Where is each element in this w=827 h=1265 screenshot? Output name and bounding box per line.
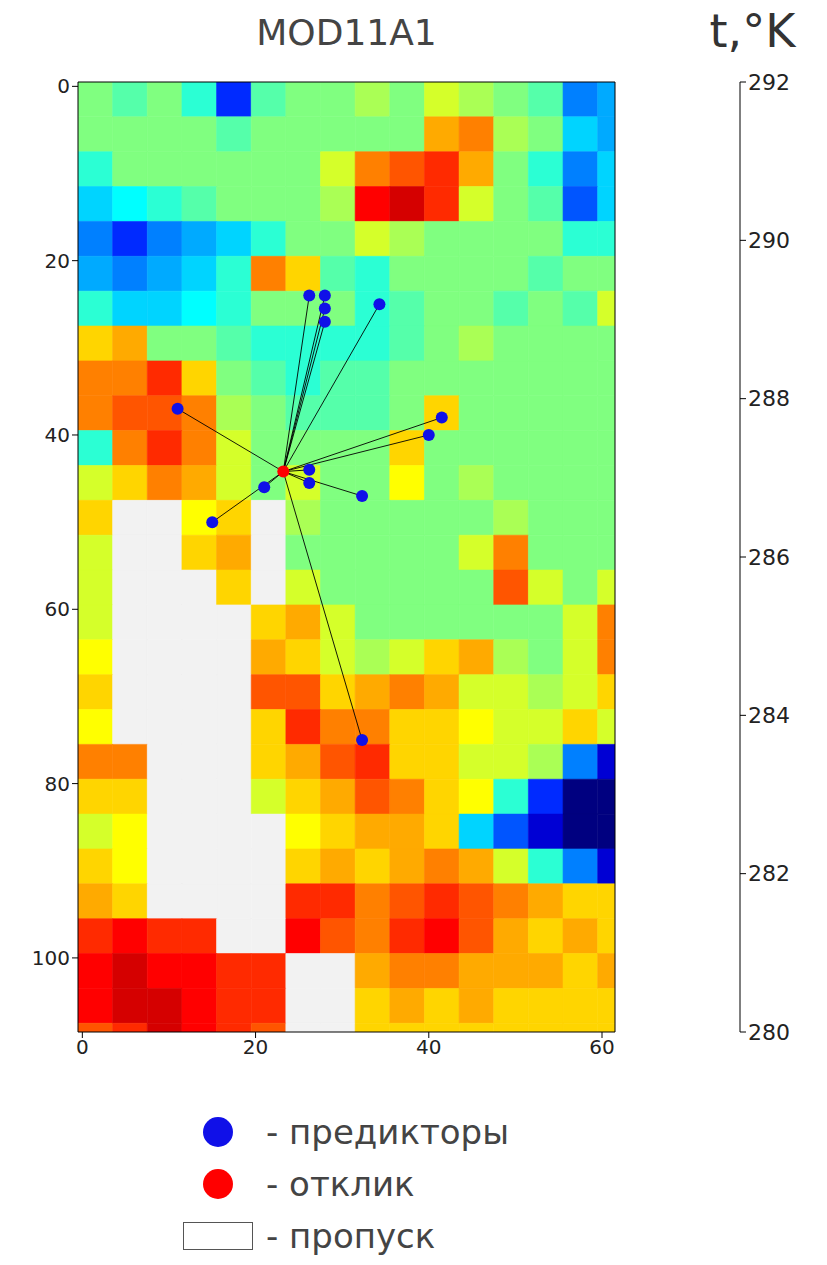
svg-text:286: 286 <box>748 545 790 570</box>
svg-text:20: 20 <box>45 249 70 273</box>
svg-text:60: 60 <box>45 597 70 621</box>
svg-text:40: 40 <box>45 423 70 447</box>
html-text:- отклик: - отклик <box>266 1164 415 1204</box>
svg-text:282: 282 <box>748 861 790 886</box>
html-text:- пропуск: - пропуск <box>266 1216 436 1256</box>
svg-text:280: 280 <box>748 1020 790 1045</box>
html-text:MOD11A1: MOD11A1 <box>256 12 437 53</box>
html-text:- предикторы: - предикторы <box>266 1112 509 1152</box>
svg-text:100: 100 <box>32 946 70 970</box>
svg-text:290: 290 <box>748 228 790 253</box>
svg-text:0: 0 <box>57 74 70 98</box>
svg-text:40: 40 <box>416 1035 441 1059</box>
svg-text:20: 20 <box>243 1035 268 1059</box>
svg-text:60: 60 <box>589 1035 614 1059</box>
svg-text:0: 0 <box>76 1035 89 1059</box>
svg-text:284: 284 <box>748 703 790 728</box>
html-text:t,°K: t,°K <box>709 4 796 58</box>
svg-text:80: 80 <box>45 772 70 796</box>
svg-text:288: 288 <box>748 386 790 411</box>
svg-text:292: 292 <box>748 70 790 95</box>
